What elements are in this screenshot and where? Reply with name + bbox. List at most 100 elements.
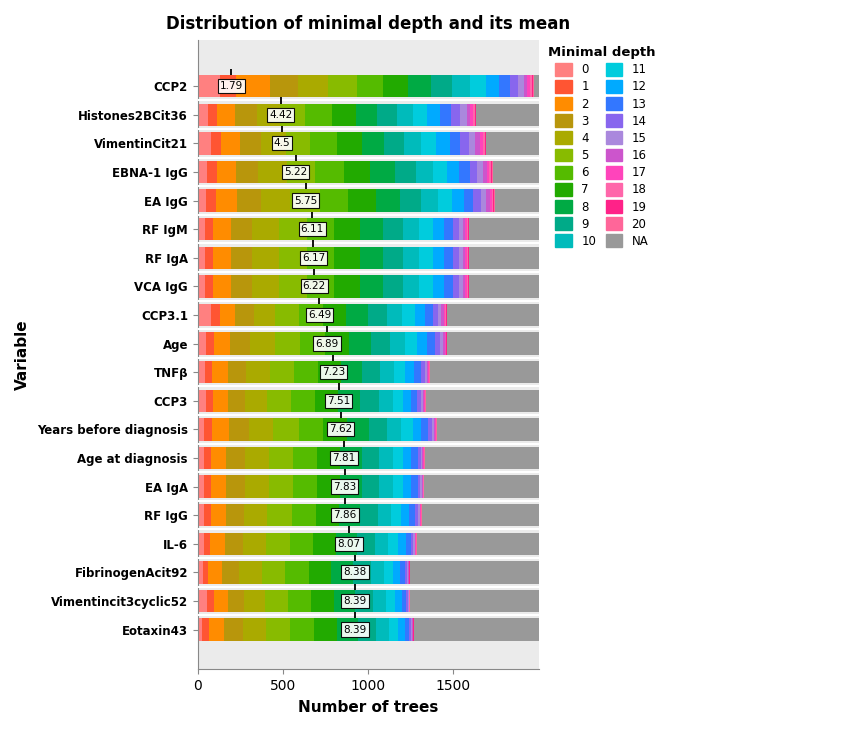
Bar — [384, 561, 393, 583]
Bar — [424, 447, 539, 469]
Bar — [222, 561, 239, 583]
Bar — [333, 104, 355, 126]
Bar — [274, 304, 299, 326]
Bar — [524, 75, 527, 97]
Bar — [198, 475, 204, 498]
Bar — [213, 390, 228, 412]
Bar — [307, 275, 334, 298]
Bar — [230, 332, 250, 355]
Bar — [421, 361, 424, 383]
Bar — [280, 104, 306, 126]
Bar — [221, 75, 236, 97]
Bar — [267, 390, 291, 412]
Bar — [253, 218, 280, 240]
Bar — [436, 132, 450, 155]
Bar — [291, 390, 316, 412]
Bar — [228, 418, 248, 440]
Bar — [492, 189, 493, 212]
Bar — [358, 618, 376, 641]
Bar — [452, 218, 459, 240]
Bar — [245, 475, 269, 498]
Bar — [337, 618, 358, 641]
Bar — [450, 104, 460, 126]
Bar — [467, 218, 468, 240]
Bar — [280, 218, 307, 240]
Bar — [418, 504, 419, 526]
Bar — [403, 218, 419, 240]
Bar — [307, 218, 334, 240]
Bar — [280, 275, 307, 298]
Bar — [412, 475, 418, 498]
Bar — [290, 618, 314, 641]
Bar — [290, 533, 313, 555]
Bar — [371, 332, 390, 355]
Bar — [493, 161, 539, 183]
Bar — [393, 561, 400, 583]
Bar — [198, 104, 209, 126]
Bar — [469, 218, 539, 240]
Bar — [334, 247, 360, 269]
Bar — [207, 590, 214, 612]
Bar — [463, 218, 466, 240]
Bar — [499, 75, 510, 97]
Bar — [423, 390, 424, 412]
Bar — [411, 533, 413, 555]
Bar — [387, 418, 402, 440]
Bar — [425, 390, 539, 412]
Bar — [473, 104, 475, 126]
Bar — [411, 618, 412, 641]
Bar — [205, 218, 213, 240]
Bar — [198, 590, 207, 612]
Bar — [463, 247, 466, 269]
Bar — [418, 475, 420, 498]
Bar — [421, 189, 439, 212]
Bar — [237, 189, 261, 212]
Bar — [477, 161, 482, 183]
Bar — [269, 75, 298, 97]
Bar — [244, 590, 265, 612]
Bar — [198, 218, 205, 240]
Bar — [293, 475, 317, 498]
Bar — [409, 618, 411, 641]
Text: 6.49: 6.49 — [308, 310, 331, 320]
Bar — [217, 104, 236, 126]
Bar — [433, 304, 438, 326]
Bar — [411, 390, 418, 412]
Bar — [489, 161, 492, 183]
Bar — [285, 132, 311, 155]
Bar — [236, 75, 269, 97]
Text: 5.75: 5.75 — [294, 196, 317, 206]
Bar — [414, 618, 539, 641]
Bar — [291, 504, 316, 526]
Bar — [257, 104, 280, 126]
Bar — [360, 390, 379, 412]
Bar — [380, 447, 392, 469]
Bar — [405, 561, 407, 583]
Bar — [334, 218, 360, 240]
Bar — [337, 132, 361, 155]
Bar — [532, 75, 533, 97]
Bar — [412, 447, 418, 469]
Bar — [392, 475, 403, 498]
Bar — [355, 590, 373, 612]
Bar — [245, 447, 269, 469]
Title: Distribution of minimal depth and its mean: Distribution of minimal depth and its me… — [166, 15, 570, 33]
Bar — [403, 247, 419, 269]
Bar — [316, 504, 338, 526]
Bar — [205, 275, 213, 298]
Bar — [267, 504, 291, 526]
Bar — [398, 618, 405, 641]
Bar — [261, 189, 290, 212]
Bar — [427, 332, 435, 355]
Bar — [216, 189, 237, 212]
Bar — [443, 332, 445, 355]
Bar — [460, 132, 469, 155]
Bar — [231, 275, 253, 298]
Bar — [198, 390, 205, 412]
Bar — [467, 247, 468, 269]
Bar — [360, 504, 378, 526]
Bar — [413, 533, 414, 555]
Bar — [403, 447, 412, 469]
Bar — [408, 75, 431, 97]
Bar — [198, 75, 221, 97]
